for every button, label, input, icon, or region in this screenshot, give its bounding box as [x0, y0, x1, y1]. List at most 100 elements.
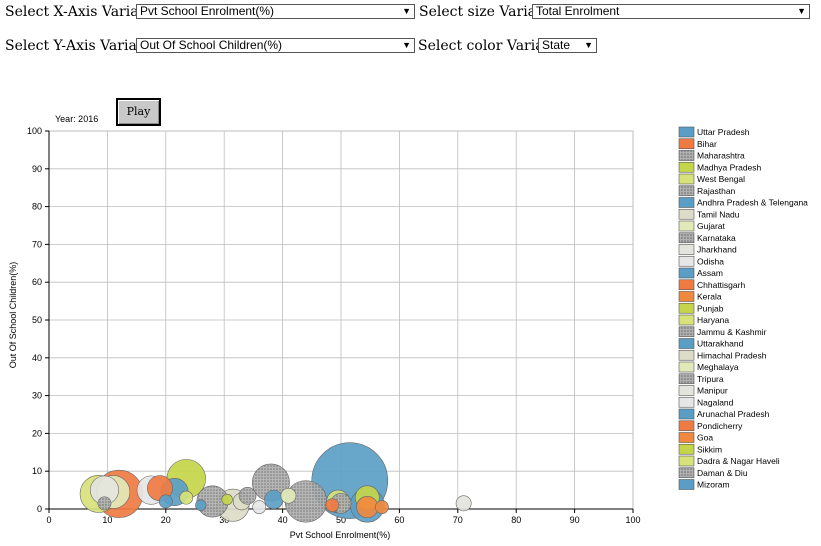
- color-select[interactable]: State ▼: [538, 38, 597, 53]
- year-label: Year: 2016: [55, 114, 98, 124]
- legend-swatch: [678, 244, 695, 255]
- y-tick-label: 30: [32, 391, 42, 401]
- x-tick-label: 30: [219, 515, 229, 525]
- bubble[interactable]: [179, 490, 194, 505]
- x-tick-label: 70: [453, 515, 463, 525]
- legend-label: Goa: [697, 433, 713, 443]
- legend-label: Nagaland: [697, 397, 734, 407]
- y-tick-label: 50: [32, 315, 42, 325]
- y-tick-label: 60: [32, 277, 42, 287]
- legend-label: Sikkim: [697, 444, 722, 454]
- color-select-label: Select color Variable: [418, 38, 566, 54]
- bubble[interactable]: [374, 500, 389, 514]
- bubble[interactable]: [455, 495, 472, 512]
- y-tick-label: 40: [32, 353, 42, 363]
- legend-label: Uttarakhand: [697, 339, 744, 349]
- legend-swatch: [678, 326, 695, 338]
- bubble[interactable]: [221, 493, 233, 506]
- x-tick-label: 100: [625, 515, 640, 525]
- chevron-down-icon: ▼: [797, 6, 806, 16]
- y-tick-label: 80: [32, 202, 42, 212]
- legend-swatch: [678, 279, 695, 291]
- legend-swatch: [678, 479, 695, 490]
- bubble[interactable]: [325, 498, 340, 513]
- play-button[interactable]: Play: [116, 98, 161, 126]
- legend-label: Odisha: [697, 256, 724, 266]
- legend-swatch: [678, 443, 695, 455]
- legend-label: Kerala: [697, 292, 722, 302]
- y-axis-title: Out Of School Children(%): [8, 262, 18, 369]
- chevron-down-icon: ▼: [402, 6, 411, 16]
- bubble[interactable]: [356, 496, 379, 519]
- size-select-label: Select size Variable: [419, 4, 558, 20]
- x-tick-label: 80: [511, 515, 521, 525]
- legend-swatch: [678, 420, 695, 432]
- x-tick-label: 90: [570, 515, 580, 525]
- bubble[interactable]: [264, 489, 284, 510]
- legend-swatch: [678, 467, 695, 479]
- legend-swatch: [678, 291, 695, 302]
- legend-label: Maharashtra: [697, 151, 745, 161]
- legend-swatch: [678, 373, 695, 385]
- legend-swatch: [678, 455, 695, 467]
- y-tick-label: 70: [32, 239, 42, 249]
- legend-label: Daman & Diu: [697, 468, 748, 478]
- y-axis-select-value: Out Of School Children(%): [140, 38, 283, 52]
- y-tick-label: 90: [32, 164, 42, 174]
- chevron-down-icon: ▼: [402, 40, 411, 50]
- legend-swatch: [678, 314, 695, 326]
- legend-swatch: [678, 385, 695, 396]
- bubble[interactable]: [252, 500, 267, 514]
- legend-label: Tripura: [697, 374, 724, 384]
- legend-swatch: [678, 255, 695, 267]
- legend-label: Assam: [697, 268, 723, 278]
- legend-swatch: [678, 396, 695, 408]
- legend-swatch: [678, 220, 695, 232]
- legend-swatch: [678, 432, 695, 443]
- y-axis-select[interactable]: Out Of School Children(%) ▼: [136, 38, 415, 53]
- legend-swatch: [678, 161, 695, 173]
- legend-swatch: [678, 126, 695, 138]
- color-select-value: State: [542, 38, 571, 52]
- y-tick-label: 20: [32, 428, 42, 438]
- legend-label: Mizoram: [697, 480, 730, 490]
- size-select[interactable]: Total Enrolment ▼: [532, 4, 810, 19]
- size-select-value: Total Enrolment: [536, 4, 620, 18]
- bubble[interactable]: [158, 494, 173, 509]
- legend-label: Pondicherry: [697, 421, 743, 431]
- y-tick-label: 100: [27, 126, 42, 136]
- legend-label: Himachal Pradesh: [697, 350, 767, 360]
- x-axis-select[interactable]: Pvt School Enrolment(%) ▼: [136, 4, 415, 19]
- x-tick-label: 0: [46, 515, 51, 525]
- x-tick-label: 50: [336, 515, 346, 525]
- y-axis-select-label: Select Y-Axis Variable: [5, 38, 159, 54]
- legend-label: Meghalaya: [697, 362, 739, 372]
- x-tick-label: 40: [278, 515, 288, 525]
- legend-label: Jharkhand: [697, 245, 737, 255]
- legend-label: Andhra Pradesh & Telengana: [697, 198, 808, 208]
- bubble[interactable]: [97, 496, 112, 511]
- x-tick-label: 60: [394, 515, 404, 525]
- bubble[interactable]: [238, 486, 257, 505]
- legend-swatch: [678, 185, 695, 197]
- x-tick-label: 10: [102, 515, 112, 525]
- legend-swatch: [678, 150, 695, 161]
- bubble[interactable]: [195, 499, 207, 511]
- legend-label: Bihar: [697, 139, 717, 149]
- legend-swatch: [678, 408, 695, 420]
- chevron-down-icon: ▼: [584, 40, 593, 50]
- legend-label: Jammu & Kashmir: [697, 327, 767, 337]
- legend-swatch: [678, 197, 695, 208]
- y-tick-label: 10: [32, 466, 42, 476]
- y-tick-label: 0: [37, 504, 42, 514]
- legend-swatch: [678, 173, 695, 185]
- legend-label: Tamil Nadu: [697, 209, 740, 219]
- legend-label: Manipur: [697, 386, 728, 396]
- x-axis-title: Pvt School Enrolment(%): [290, 530, 391, 540]
- legend-swatch: [678, 208, 695, 220]
- legend-label: Karnataka: [697, 233, 736, 243]
- legend-swatch: [678, 232, 695, 244]
- legend-swatch: [678, 349, 695, 361]
- bubble[interactable]: [280, 487, 297, 504]
